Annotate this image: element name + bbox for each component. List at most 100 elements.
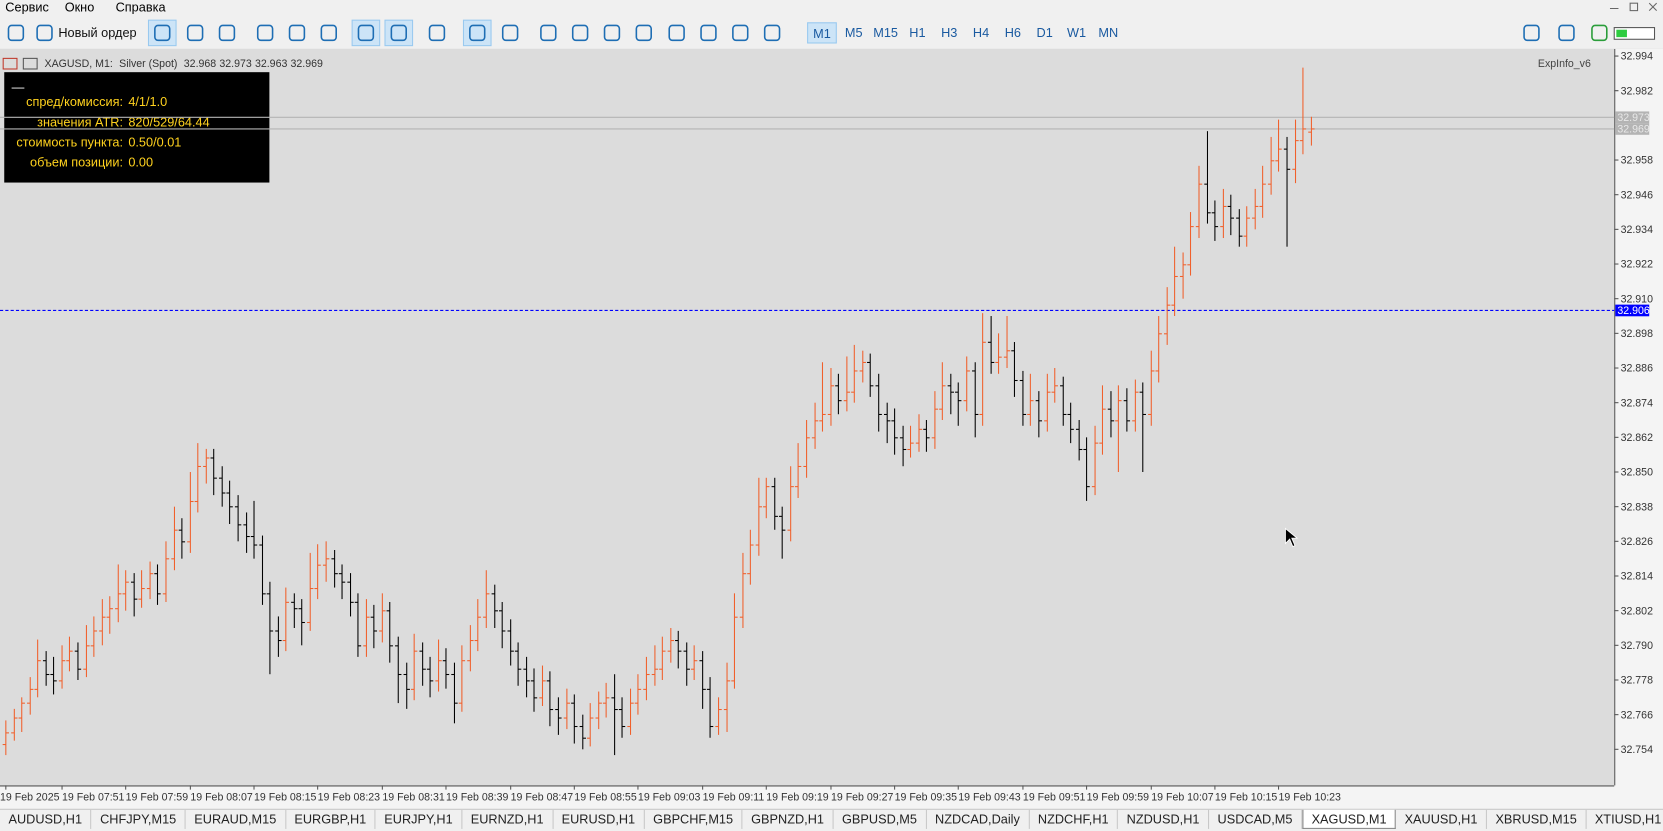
price-label-bg	[1615, 304, 1650, 317]
chart-tab[interactable]: XBRUSD,M15	[1487, 809, 1587, 829]
new-order-button[interactable]: Новый ордер	[58, 25, 137, 41]
chart-tab[interactable]: NZDCAD,Daily	[927, 809, 1030, 829]
toolbar-icon[interactable]	[390, 24, 408, 42]
toolbar-button-active	[384, 19, 414, 47]
timeframe-button[interactable]: M1	[807, 22, 837, 44]
y-tick-label: 32.778	[1621, 675, 1653, 687]
chart-menu-icon[interactable]	[2, 57, 18, 70]
chart-tab[interactable]: AUDUSD,H1	[0, 809, 92, 829]
toolbar-icon[interactable]	[7, 24, 25, 42]
info-value: 0.50/0.01	[128, 134, 181, 149]
timeframe-button[interactable]: M5	[844, 25, 863, 41]
x-tick-label: 19 Feb 08:23	[318, 791, 381, 803]
chart-tab[interactable]: EURJPY,H1	[376, 809, 463, 829]
chart-tab[interactable]: EURGBP,H1	[286, 809, 376, 829]
x-tick-label: 19 Feb 09:11	[703, 791, 765, 803]
toolbar-icon[interactable]	[320, 24, 338, 42]
x-tick-label: 19 Feb 08:55	[574, 791, 637, 803]
timeframe-button[interactable]: H4	[972, 25, 990, 41]
close[interactable]	[1648, 2, 1658, 11]
price-label: 32.973	[1617, 112, 1649, 124]
chart-tab[interactable]: GBPUSD,M5	[834, 809, 927, 829]
info-label: объем позиции:	[30, 155, 123, 170]
x-tick-label: 19 Feb 08:47	[511, 791, 574, 803]
y-tick-label: 32.922	[1621, 259, 1653, 271]
toolbar-icon[interactable]	[603, 24, 621, 42]
y-tick-label: 32.838	[1621, 501, 1653, 513]
header-price: 32.963	[255, 58, 287, 70]
x-tick-label: 19 Feb 08:39	[446, 791, 509, 803]
chart-tab[interactable]: CHFJPY,M15	[92, 809, 186, 829]
x-tick-label: 19 Feb 2025	[0, 791, 60, 803]
toolbar-icon[interactable]	[1523, 24, 1540, 42]
chart: XAGUSD, M1: Silver (Spot) 32.968 32.973 32.9…	[0, 48, 1663, 809]
toolbar-button-active	[462, 19, 492, 47]
timeframe-button[interactable]: H6	[1004, 25, 1022, 41]
toolbar-icon[interactable]	[288, 24, 306, 42]
x-tick-label: 19 Feb 08:31	[382, 791, 445, 803]
toolbar-icon[interactable]	[540, 24, 557, 42]
toolbar-icon[interactable]	[428, 24, 446, 42]
toolbar-icon[interactable]	[186, 24, 204, 42]
timeframe-button[interactable]: MN	[1098, 25, 1119, 41]
y-tick-label: 32.994	[1621, 51, 1653, 63]
timeframe-button[interactable]: W1	[1066, 25, 1087, 41]
timeframe-button[interactable]: H1	[909, 25, 926, 41]
indicator-name: ExpInfo_v6	[1538, 58, 1591, 70]
toolbar: Новый ордер M1 M5 M15 H1 H3 H4 H6 D1 W1 MN	[0, 16, 1663, 50]
toolbar-button-active	[147, 19, 177, 47]
toolbar-icon[interactable]	[732, 24, 749, 42]
chart-header: XAGUSD, M1: Silver (Spot) 32.968 32.973 32.9…	[45, 58, 323, 70]
toolbar-icon[interactable]	[218, 24, 236, 42]
toolbar-icon[interactable]	[1591, 24, 1608, 42]
toolbar-icon[interactable]	[635, 24, 652, 42]
info-label: спред/комиссия:	[26, 94, 123, 109]
y-tick-label: 32.766	[1621, 709, 1653, 721]
toolbar-icon[interactable]	[763, 24, 781, 42]
chart-tab[interactable]: NZDCHF,H1	[1029, 809, 1119, 829]
toolbar-icon[interactable]	[1558, 24, 1575, 42]
toolbar-icon[interactable]	[154, 24, 171, 42]
x-tick-label: 19 Feb 10:23	[1279, 791, 1342, 803]
price-label-bg	[1615, 123, 1650, 135]
y-tick-label: 32.826	[1621, 536, 1653, 548]
battery-icon	[1613, 27, 1656, 40]
chart-tab[interactable]: XAUUSD,H1	[1396, 809, 1487, 829]
chart-tab[interactable]: EURUSD,H1	[553, 809, 645, 829]
toolbar-icon[interactable]	[700, 24, 717, 42]
x-tick-label: 19 Feb 10:07	[1151, 791, 1214, 803]
y-tick-label: 32.982	[1621, 85, 1653, 97]
chart-tab[interactable]: GBPNZD,H1	[743, 809, 834, 829]
timeframe-button[interactable]: D1	[1036, 25, 1053, 41]
restore[interactable]	[1629, 2, 1639, 12]
toolbar-icon[interactable]	[256, 24, 274, 42]
menu-item[interactable]: Справка	[115, 0, 166, 15]
chart-tab[interactable]: XAGUSD,M1	[1302, 809, 1397, 829]
toolbar-icon[interactable]	[357, 24, 375, 42]
chart-tab[interactable]: GBPCHF,M15	[645, 809, 743, 829]
timeframe-button[interactable]: M15	[873, 25, 898, 41]
y-tick-label: 32.910	[1621, 293, 1653, 305]
chart-tab[interactable]: NZDUSD,H1	[1118, 809, 1210, 829]
chart-tab[interactable]: EURAUD,M15	[186, 809, 286, 829]
toolbar-icon[interactable]	[501, 24, 519, 42]
panel-toggle[interactable]: —	[12, 79, 25, 94]
menu-item[interactable]: Сервис	[5, 0, 49, 15]
chart-tab[interactable]: XTIUSD,H1	[1586, 810, 1663, 829]
toolbar-icon[interactable]	[571, 24, 589, 42]
timeframe-button[interactable]: H3	[941, 25, 958, 41]
toolbar-icon[interactable]	[36, 24, 53, 42]
chart-tab[interactable]: EURNZD,H1	[462, 809, 554, 829]
toolbar-icon[interactable]	[668, 24, 685, 42]
chart-icon[interactable]	[22, 57, 38, 70]
chart-tab[interactable]: USDCAD,M5	[1209, 809, 1303, 829]
x-tick-label: 19 Feb 07:51	[62, 791, 125, 803]
toolbar-icon[interactable]	[469, 24, 486, 42]
header-price: 32.969	[291, 58, 323, 70]
info-value: 4/1/1.0	[128, 94, 167, 109]
info-panel	[4, 72, 270, 183]
price-label-bg	[1615, 111, 1650, 124]
menu-item[interactable]: Окно	[64, 0, 95, 15]
